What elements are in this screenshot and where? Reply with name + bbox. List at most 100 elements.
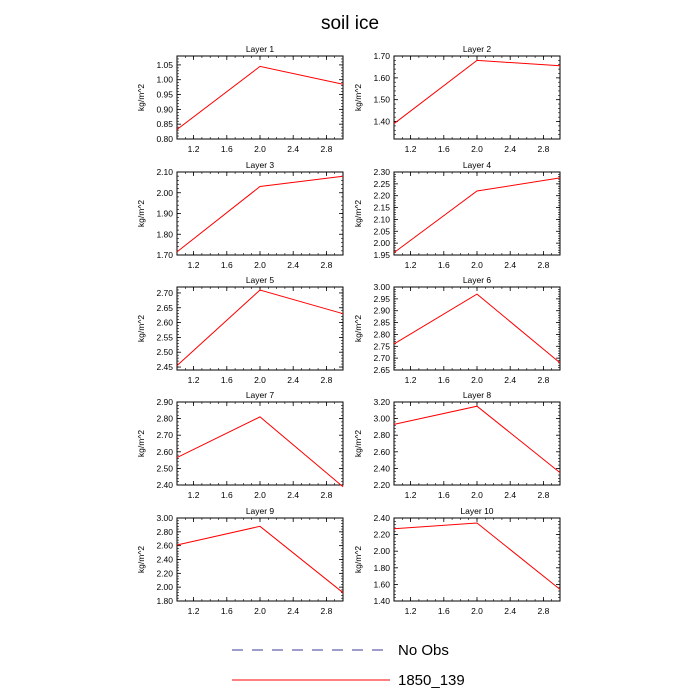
panel-title: Layer 3 [246,160,275,170]
y-tick-label: 2.45 [156,362,173,372]
y-tick-label: 2.80 [156,414,173,424]
y-tick-label: 2.60 [156,318,173,328]
x-tick-label: 2.0 [254,490,266,500]
y-tick-label: 0.80 [156,134,173,144]
legend: No Obs 1850_139 [232,642,465,689]
x-tick-label: 1.2 [188,375,200,385]
x-tick-label: 2.8 [537,260,549,270]
y-tick-label: 2.40 [373,513,390,523]
y-tick-label: 3.20 [373,397,390,407]
x-tick-label: 2.8 [320,606,332,616]
panel-title: Layer 5 [246,275,275,285]
x-tick-label: 1.2 [405,490,417,500]
y-tick-label: 2.60 [156,541,173,551]
y-tick-label: 1.90 [156,209,173,219]
y-tick-label: 2.30 [373,167,390,177]
series-line-1850-139 [393,522,561,590]
y-tick-label: 2.90 [156,397,173,407]
y-tick-label: 1.60 [373,73,390,83]
y-tick-label: 2.90 [373,306,390,316]
y-axis-label: kg/m^2 [136,315,146,342]
plot-frame [176,55,344,140]
plot-frame [393,55,561,140]
y-tick-label: 1.00 [156,75,173,85]
y-tick-label: 2.65 [156,303,173,313]
x-tick-label: 1.2 [405,375,417,385]
panel-5: Layer 5 1.2 1.6 2.0 2.4 2.8 2.45 2.50 2.55 2.60 2.… [136,275,344,385]
series-line-1850-139 [176,289,344,366]
y-tick-label: 2.00 [373,238,390,248]
x-tick-label: 2.0 [471,260,483,270]
y-tick-label: 2.40 [156,480,173,490]
y-axis-label: kg/m^2 [353,430,363,457]
y-tick-label: 2.80 [373,329,390,339]
x-tick-label: 2.0 [471,606,483,616]
y-tick-label: 2.65 [373,365,390,375]
legend-label-1: No Obs [398,642,449,659]
y-tick-label: 1.05 [156,60,173,70]
legend-label-2: 1850_139 [398,672,465,689]
panel-title: Layer 2 [463,44,492,54]
panel-2: Layer 2 1.2 1.6 2.0 2.4 2.8 1.40 1.50 1.60 1.70 kg… [353,44,561,154]
y-tick-label: 2.40 [373,463,390,473]
series-line-1850-139 [176,416,344,488]
figure-title: soil ice [321,13,379,34]
y-tick-label: 2.15 [373,203,390,213]
y-tick-label: 3.00 [373,414,390,424]
x-tick-label: 2.0 [254,375,266,385]
y-tick-label: 2.50 [156,347,173,357]
panel-1: Layer 1 1.2 1.6 2.0 2.4 2.8 0.80 0.85 0.90 0.95 1.… [136,44,344,154]
x-tick-label: 2.4 [287,606,299,616]
x-tick-label: 1.2 [188,144,200,154]
y-tick-label: 2.75 [373,341,390,351]
y-tick-label: 2.80 [373,430,390,440]
y-tick-label: 2.10 [373,214,390,224]
y-tick-label: 1.70 [156,250,173,260]
x-tick-label: 1.6 [221,490,233,500]
x-tick-label: 1.6 [221,606,233,616]
x-tick-label: 2.8 [320,260,332,270]
y-tick-label: 2.60 [156,447,173,457]
series-line-1850-139 [176,175,344,253]
y-tick-label: 2.70 [156,288,173,298]
y-axis-label: kg/m^2 [136,430,146,457]
y-tick-label: 2.25 [373,179,390,189]
x-tick-label: 2.8 [537,490,549,500]
x-tick-label: 1.6 [438,375,450,385]
panel-9: Layer 9 1.2 1.6 2.0 2.4 2.8 1.80 2.00 2.20 2.40 2.… [136,506,344,616]
y-axis-label: kg/m^2 [353,200,363,227]
y-axis-label: kg/m^2 [136,200,146,227]
plot-frame [176,286,344,371]
plot-frame [176,171,344,256]
panel-title: Layer 6 [463,275,492,285]
y-tick-label: 1.70 [373,51,390,61]
x-tick-label: 2.4 [287,144,299,154]
y-axis-label: kg/m^2 [353,84,363,111]
x-tick-label: 1.2 [188,490,200,500]
y-tick-label: 2.20 [373,530,390,540]
y-tick-label: 2.20 [373,191,390,201]
series-line-1850-139 [393,177,561,254]
x-tick-label: 1.6 [221,375,233,385]
x-tick-label: 2.8 [537,606,549,616]
x-tick-label: 2.0 [254,260,266,270]
x-tick-label: 1.2 [188,606,200,616]
series-line-1850-139 [176,525,344,594]
x-tick-label: 2.4 [287,375,299,385]
y-tick-label: 2.10 [156,167,173,177]
y-tick-label: 1.95 [373,250,390,260]
y-axis-label: kg/m^2 [136,546,146,573]
x-tick-label: 1.6 [221,260,233,270]
panel-6: Layer 61.2 1.6 2.0 2.4 2.82.652.702.752.802.… [353,275,561,385]
y-tick-label: 2.00 [156,582,173,592]
x-tick-label: 1.6 [438,144,450,154]
y-tick-label: 1.80 [373,563,390,573]
series-line-1850-139 [176,65,344,130]
x-tick-label: 1.2 [405,606,417,616]
y-axis-label: kg/m^2 [136,84,146,111]
y-tick-label: 3.00 [156,513,173,523]
x-tick-label: 2.0 [471,144,483,154]
x-tick-label: 2.4 [504,606,516,616]
x-tick-label: 2.8 [537,144,549,154]
y-tick-label: 1.80 [156,229,173,239]
